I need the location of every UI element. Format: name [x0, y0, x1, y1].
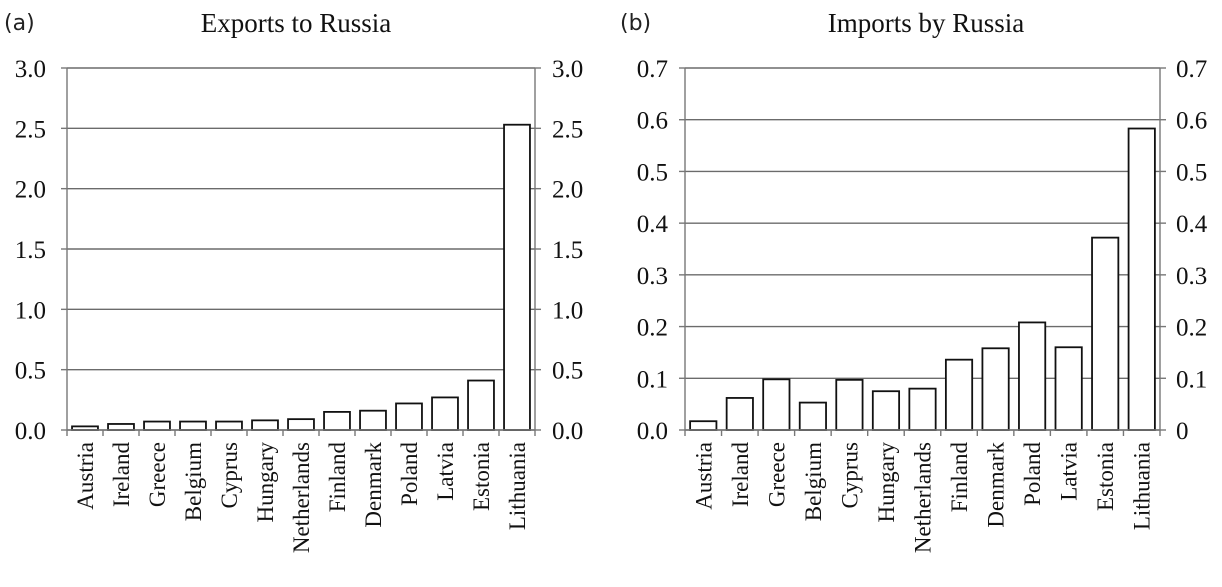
x-category-label: Cyprus	[837, 442, 862, 509]
chart-title: Imports by Russia	[828, 8, 1025, 38]
bar-latvia	[1054, 346, 1083, 431]
y-tick-label-left: 1.5	[15, 237, 46, 264]
y-tick-label-right: 0.6	[1176, 108, 1207, 135]
x-category-label: Lithuania	[1130, 442, 1155, 530]
x-category-label: Finland	[947, 442, 972, 513]
x-category-label: Belgium	[181, 442, 206, 521]
y-tick-label-right: 0.2	[1176, 315, 1207, 342]
y-tick-label-left: 3.0	[15, 56, 46, 83]
bar-cyprus	[835, 378, 864, 431]
y-tick-label-right: 0	[1176, 418, 1189, 445]
x-category-label: Poland	[397, 442, 422, 506]
y-tick-label-right: 1.0	[552, 297, 583, 324]
x-category-label: Ireland	[728, 442, 753, 508]
panel-label: (a)	[4, 11, 35, 36]
x-category-label: Netherlands	[911, 442, 936, 553]
y-tick-label-right: 0.4	[1176, 211, 1208, 238]
x-category-label: Cyprus	[217, 442, 242, 509]
y-tick-label-left: 2.0	[15, 177, 46, 204]
y-tick-label-left: 0.7	[637, 56, 668, 83]
y-tick-label-left: 0.3	[637, 263, 668, 290]
chart-panel-b: (b) Imports by Russia 0.0 0 0.1 0.1 0.2 0.2 0.3 0…	[620, 8, 1208, 553]
bar-latvia	[431, 396, 459, 431]
y-tick-label-left: 1.0	[15, 297, 46, 324]
bar-netherlands	[287, 418, 315, 431]
x-category-label: Denmark	[361, 442, 386, 528]
bar-belgium	[179, 420, 207, 431]
x-category-label: Latvia	[1057, 442, 1082, 501]
y-tick-label-right: 0.5	[552, 358, 583, 385]
bar-austria	[689, 420, 718, 431]
bar-cyprus	[215, 420, 243, 431]
x-category-label: Hungary	[874, 442, 899, 523]
y-tick-label-left: 0.0	[637, 418, 668, 445]
x-category-label: Latvia	[433, 442, 458, 501]
y-tick-label-right: 0.3	[1176, 263, 1207, 290]
x-category-label: Hungary	[253, 442, 278, 523]
y-tick-label-right: 2.5	[552, 116, 583, 143]
bar-poland	[1018, 321, 1047, 431]
x-category-label: Lithuania	[505, 442, 530, 530]
y-tick-label-left: 0.5	[637, 159, 668, 186]
y-tick-label-right: 0.0	[552, 418, 583, 445]
y-tick-label-left: 2.5	[15, 116, 46, 143]
panel-label: (b)	[620, 11, 651, 36]
bar-denmark	[359, 409, 387, 431]
bar-finland	[944, 358, 974, 431]
bar-hungary	[871, 390, 901, 431]
x-category-label: Ireland	[109, 442, 134, 508]
bar-denmark	[981, 347, 1010, 431]
y-tick-label-right: 0.7	[1176, 56, 1207, 83]
x-category-label: Austria	[691, 442, 716, 510]
bar-poland	[395, 402, 423, 431]
y-tick-label-left: 0.6	[637, 108, 668, 135]
y-tick-label-left: 0.1	[637, 366, 668, 393]
x-category-label: Finland	[325, 442, 350, 513]
x-category-label: Estonia	[469, 442, 494, 511]
bar-netherlands	[908, 387, 937, 431]
x-category-label: Belgium	[801, 442, 826, 521]
y-tick-label-left: 0.2	[637, 315, 668, 342]
bar-ireland	[107, 423, 135, 431]
bar-estonia	[467, 379, 495, 431]
bar-finland	[323, 410, 351, 431]
bar-lithuania	[503, 123, 531, 431]
bar-hungary	[251, 419, 279, 431]
y-tick-label-right: 0.5	[1176, 159, 1207, 186]
y-tick-label-left: 0.0	[15, 418, 46, 445]
x-category-label: Estonia	[1093, 442, 1118, 511]
y-tick-label-left: 0.4	[637, 211, 669, 238]
bar-greece	[143, 420, 171, 431]
y-tick-label-left: 0.5	[15, 358, 46, 385]
x-category-label: Greece	[145, 442, 170, 507]
chart-panel-a: (a) Exports to Russia 0.0 0.0 0.5 0.5 1.0 1.0 1.…	[4, 8, 583, 553]
bar-lithuania	[1127, 127, 1156, 431]
bar-ireland	[725, 397, 754, 431]
y-tick-label-right: 1.5	[552, 237, 583, 264]
x-category-label: Poland	[1020, 442, 1045, 506]
x-category-label: Greece	[764, 442, 789, 507]
y-tick-label-right: 3.0	[552, 56, 583, 83]
bar-greece	[762, 378, 791, 431]
bar-estonia	[1091, 236, 1120, 431]
chart-title: Exports to Russia	[201, 8, 392, 38]
x-category-label: Denmark	[984, 442, 1009, 528]
bar-belgium	[798, 401, 827, 431]
y-tick-label-right: 0.1	[1176, 366, 1207, 393]
x-category-label: Austria	[73, 442, 98, 510]
y-tick-label-right: 2.0	[552, 177, 583, 204]
x-category-label: Netherlands	[289, 442, 314, 553]
